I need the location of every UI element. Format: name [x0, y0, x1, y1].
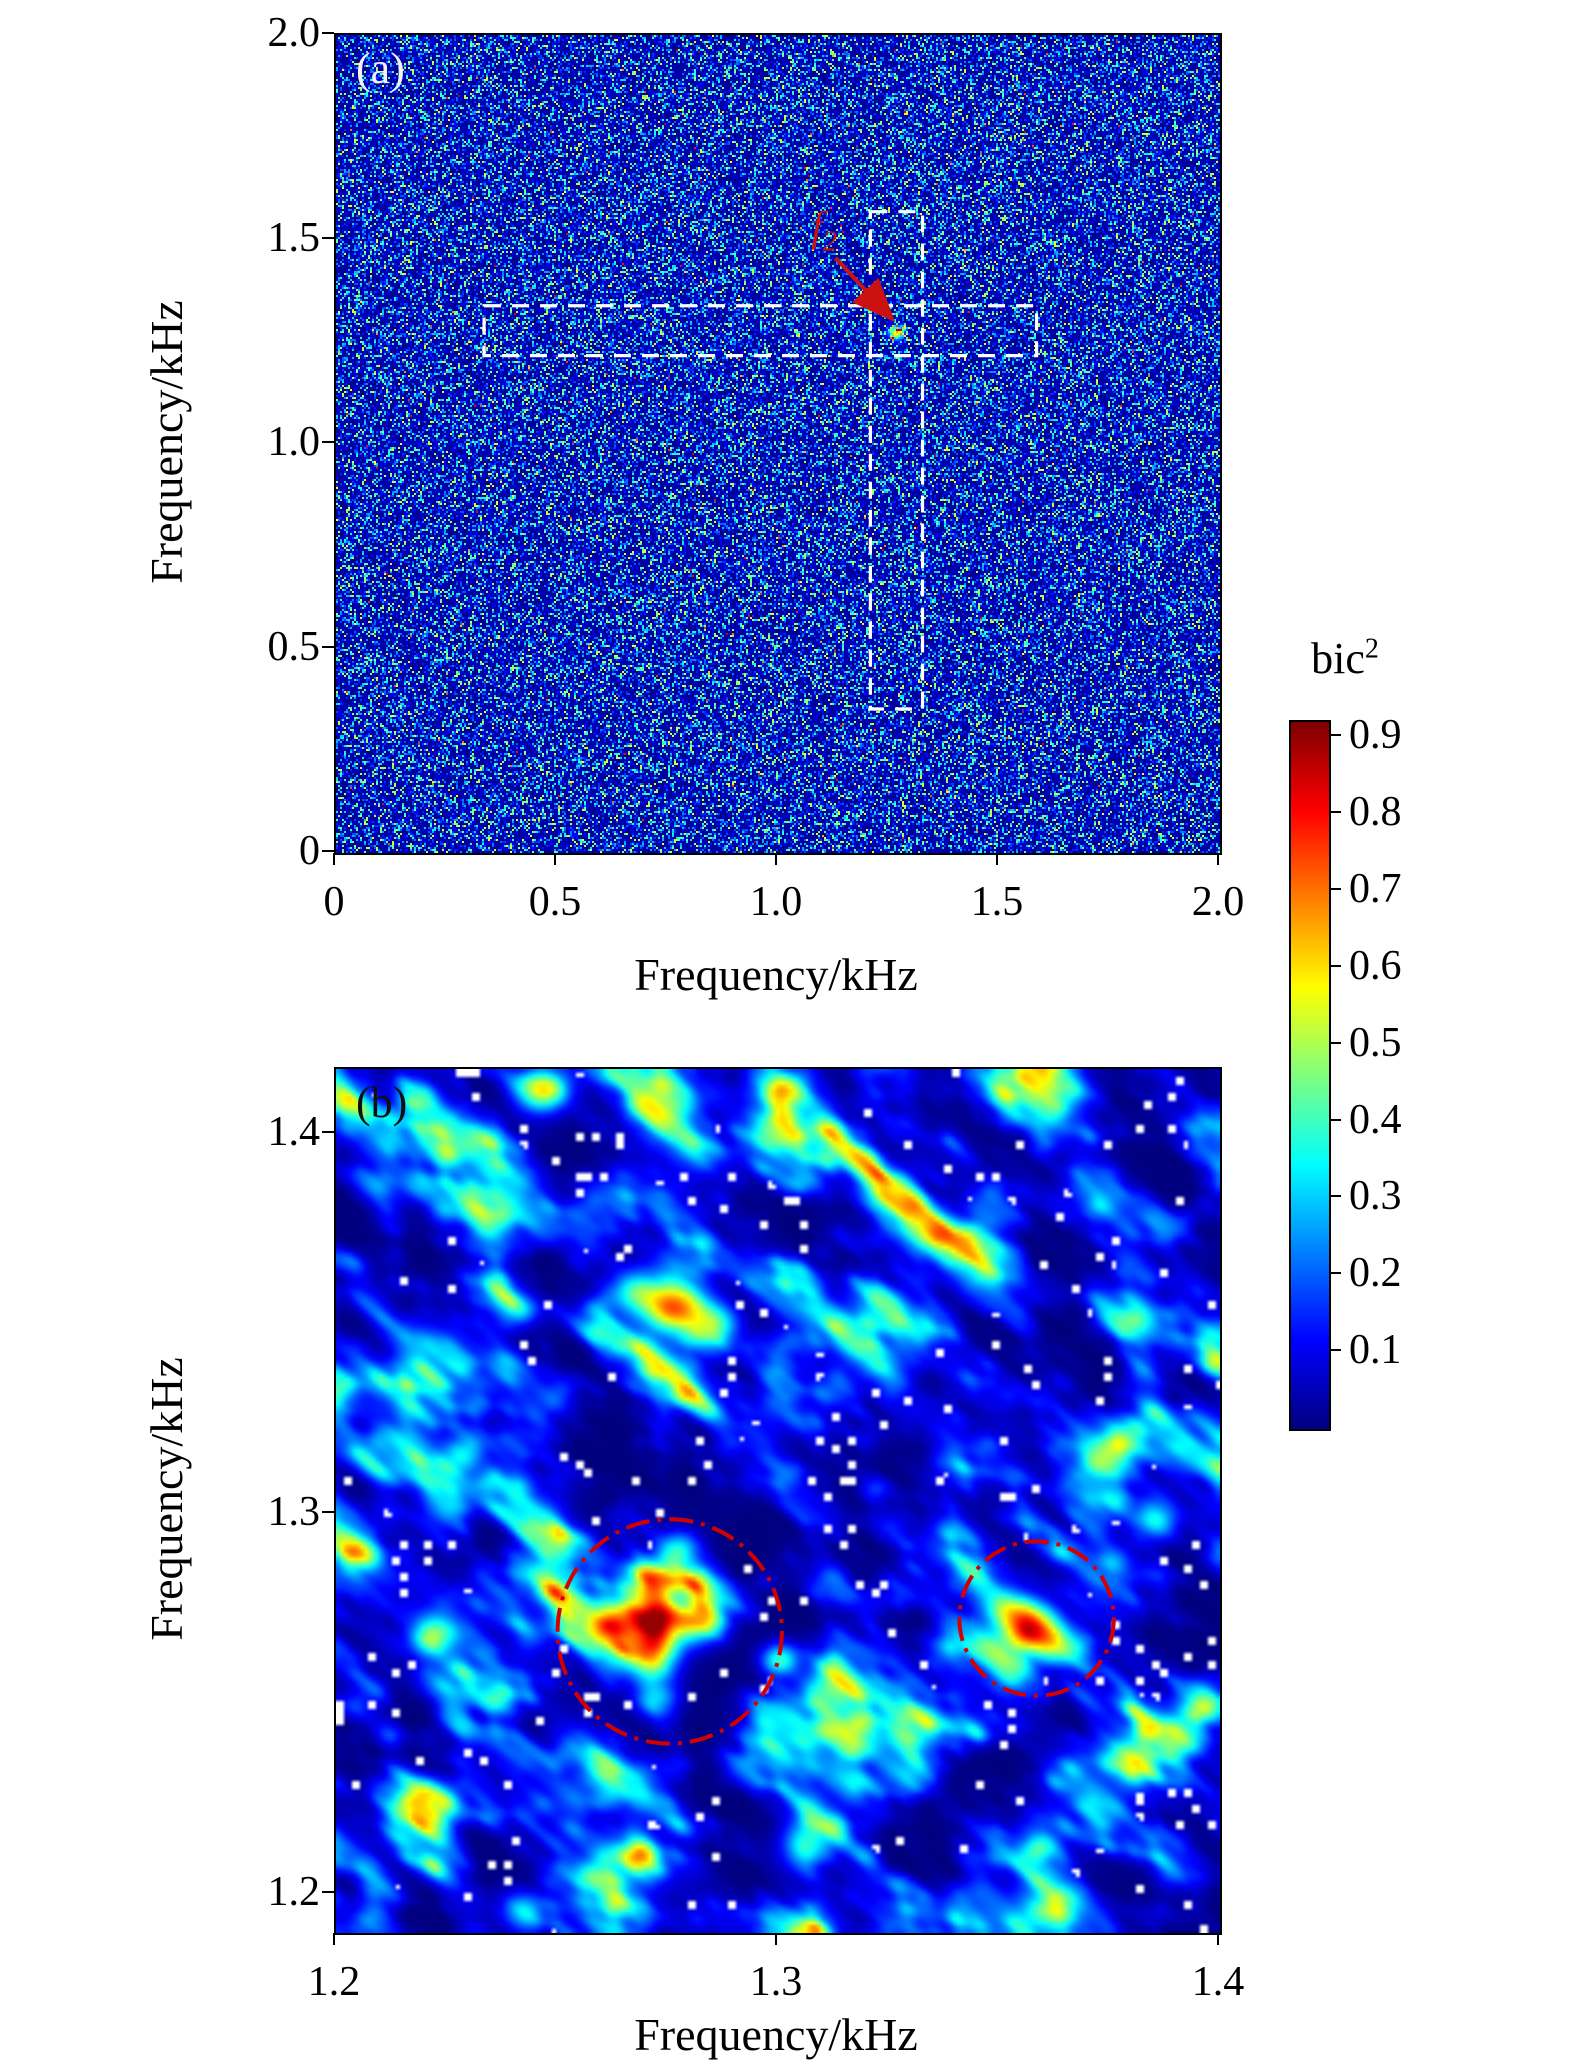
panel-a-x-tick	[333, 853, 335, 865]
panel-a-label: (a)	[356, 44, 405, 93]
panel-a-x-tick	[554, 853, 556, 865]
colorbar-tick	[1329, 1272, 1341, 1275]
colorbar-tick	[1329, 1195, 1341, 1198]
panel-b-y-tick-label: 1.4	[267, 1108, 321, 1155]
colorbar-tick	[1329, 811, 1341, 814]
panel-a-x-tick-label: 2.0	[1191, 879, 1245, 925]
colorbar-gradient-canvas	[1291, 722, 1329, 1429]
panel-a-y-tick	[322, 32, 334, 34]
panel-a-x-tick-label: 0.5	[528, 879, 582, 925]
panel-b-plot: (b)	[334, 1067, 1222, 1935]
colorbar-tick-label: 0.8	[1349, 789, 1402, 836]
panel-a-x-tick-label: 1.5	[970, 879, 1024, 925]
panel-b-y-tick	[322, 1510, 334, 1513]
panel-b-y-tick-label: 1.2	[267, 1868, 321, 1915]
colorbar-tick	[1329, 734, 1341, 737]
colorbar-tick	[1329, 888, 1341, 891]
panel-b-label: (b)	[356, 1078, 408, 1127]
highlight-circle-1	[555, 1517, 784, 1746]
panel-b-annotation-layer	[555, 1517, 1116, 1746]
panel-b-y-tick	[322, 1130, 334, 1133]
panel-b-y-tick-label: 1.3	[267, 1488, 321, 1535]
panel-b-y-tick	[322, 1890, 334, 1893]
colorbar-tick-label: 0.3	[1349, 1173, 1402, 1220]
panel-a-y-tick	[322, 236, 334, 239]
panel-a-x-tick-label: 0	[323, 879, 345, 925]
panel-a-y-tick	[322, 850, 334, 852]
colorbar-tick-label: 0.2	[1349, 1250, 1402, 1297]
colorbar-tick-label: 0.1	[1349, 1327, 1402, 1374]
colorbar-tick-label: 0.7	[1349, 866, 1402, 913]
colorbar-tick	[1329, 1041, 1341, 1044]
highlight-circle-2	[957, 1539, 1116, 1698]
panel-a-heatmap-canvas	[336, 35, 1220, 853]
panel-a-x-tick	[1217, 853, 1219, 865]
panel-b-x-tick-label: 1.4	[1191, 1959, 1245, 2005]
colorbar-tick-label: 0.9	[1349, 712, 1402, 759]
panel-a-y-tick	[322, 441, 334, 443]
colorbar-tick-label: 0.6	[1349, 942, 1402, 989]
panel-a-y-tick-label: 1.0	[267, 419, 321, 465]
panel-a-y-tick-label: 1.5	[267, 214, 321, 261]
colorbar-tick-label: 0.4	[1349, 1096, 1402, 1143]
colorbar-tick	[1329, 1349, 1341, 1352]
panel-a-y-tick-label: 0	[299, 828, 320, 874]
colorbar-tick	[1329, 1118, 1341, 1121]
f2-label: f2	[811, 205, 837, 258]
panel-a-x-tick-label: 1.0	[749, 879, 803, 925]
panel-b-x-tick-label: 1.2	[307, 1959, 361, 2005]
colorbar-title: bic2	[1311, 633, 1379, 683]
colorbar	[1289, 720, 1331, 1431]
panel-a-xaxis-title: Frequency/kHz	[634, 949, 918, 1000]
panel-b-x-tick	[775, 1933, 777, 1945]
panel-a-plot: f2 (a)	[334, 33, 1222, 855]
dashed-highlight-row	[482, 304, 1039, 358]
panel-b-heatmap-canvas	[336, 1069, 1220, 1933]
panel-a-y-tick-label: 0.5	[267, 623, 321, 670]
dashed-highlight-column	[868, 210, 925, 711]
panel-b-x-tick-label: 1.3	[749, 1959, 803, 2005]
colorbar-tick-label: 0.5	[1349, 1019, 1402, 1066]
panel-b-x-tick	[333, 1933, 335, 1945]
panel-a-y-tick	[322, 645, 334, 648]
f2-arrow	[833, 256, 896, 323]
panel-b-xaxis-title: Frequency/kHz	[634, 2009, 918, 2060]
panel-a-x-tick	[775, 853, 777, 865]
panel-b-x-tick	[1217, 1933, 1219, 1945]
panel-a-annotation-layer: f2	[482, 205, 1039, 711]
panel-a-y-tick-label: 2.0	[267, 10, 321, 56]
panel-a-x-tick	[996, 853, 998, 865]
colorbar-tick	[1329, 964, 1341, 967]
